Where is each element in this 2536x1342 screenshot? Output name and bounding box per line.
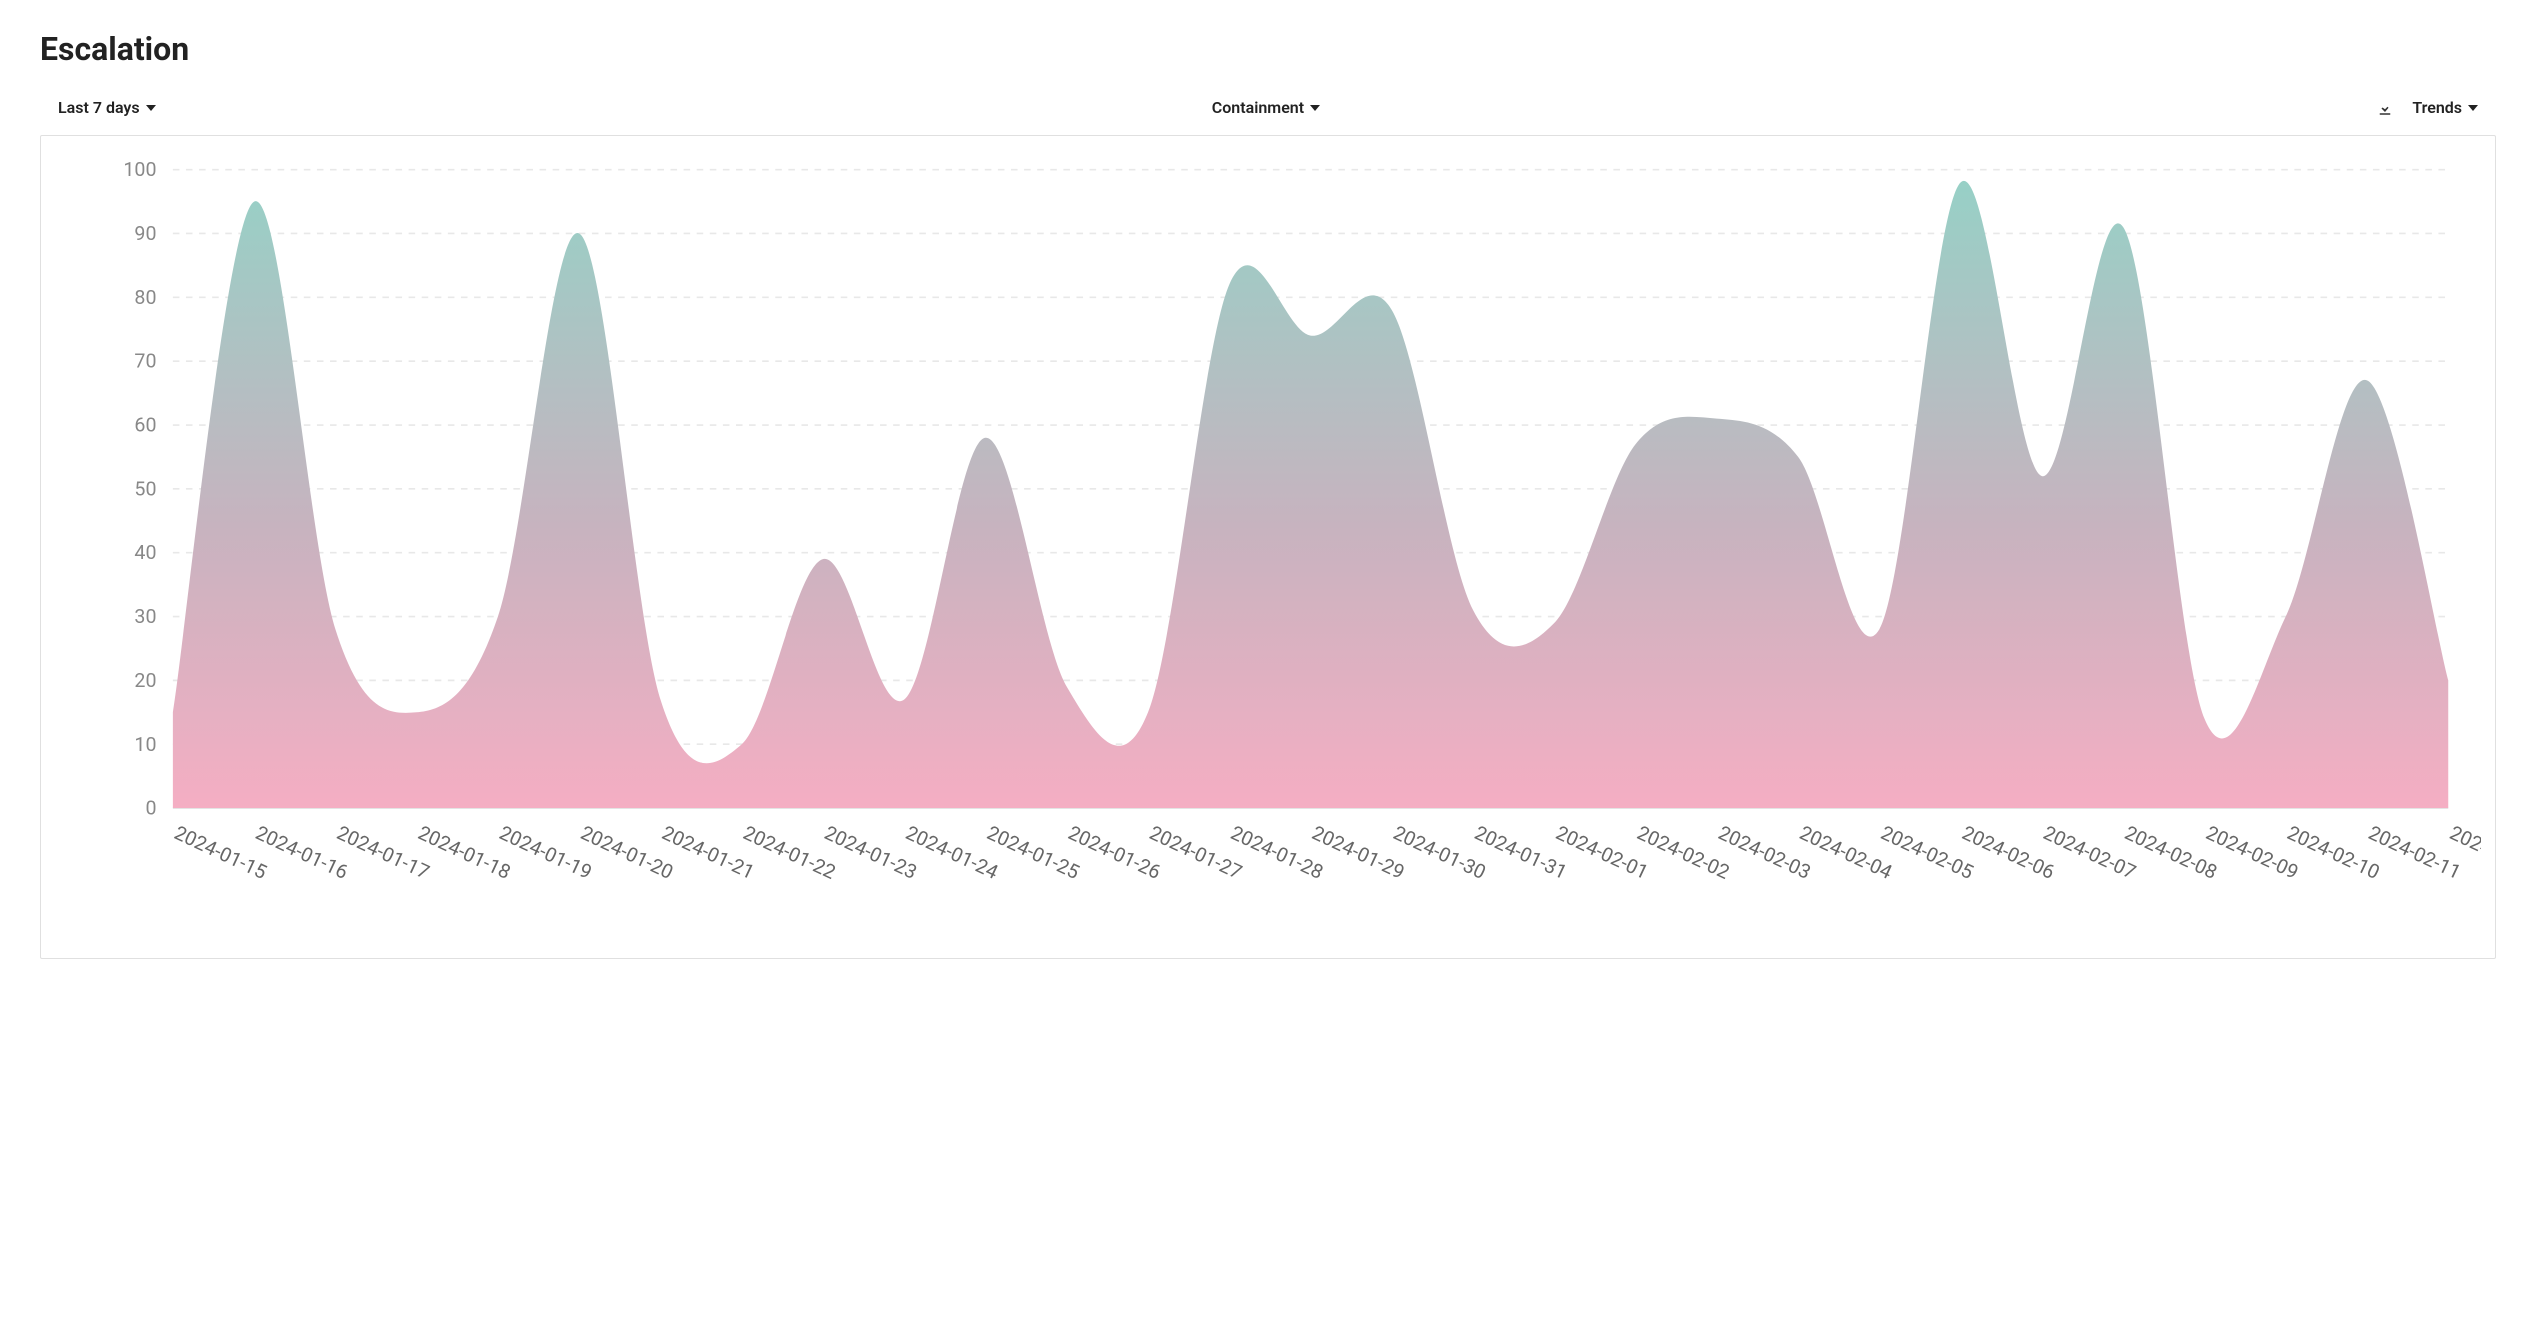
x-tick-label: 2024-01-25 xyxy=(983,821,1083,884)
x-tick-label: 2024-02-09 xyxy=(2202,821,2302,884)
metric-label: Containment xyxy=(1212,98,1304,117)
x-tick-label: 2024-01-29 xyxy=(1308,821,1408,884)
trends-label: Trends xyxy=(2412,98,2462,117)
y-tick-label: 10 xyxy=(134,733,156,756)
y-tick-label: 20 xyxy=(134,669,156,692)
x-tick-label: 2024-02-02 xyxy=(1634,821,1734,884)
y-tick-label: 50 xyxy=(134,477,156,500)
escalation-area-chart: 01020304050607080901002024-01-152024-01-… xyxy=(55,150,2481,952)
x-tick-label: 2024-01-31 xyxy=(1471,821,1571,884)
x-tick-label: 2024-01-26 xyxy=(1065,821,1165,884)
y-tick-label: 90 xyxy=(134,222,156,245)
y-tick-label: 40 xyxy=(134,541,156,564)
y-tick-label: 80 xyxy=(134,286,156,309)
chevron-down-icon xyxy=(1310,105,1320,111)
x-tick-label: 2024-02-07 xyxy=(2040,821,2140,884)
x-tick-label: 2024-02-04 xyxy=(1796,821,1896,884)
x-tick-label: 2024-01-20 xyxy=(577,821,677,884)
date-range-label: Last 7 days xyxy=(58,98,140,117)
trends-dropdown[interactable]: Trends xyxy=(2412,98,2478,117)
page-title: Escalation xyxy=(40,30,2496,68)
x-tick-label: 2024-02-10 xyxy=(2284,821,2384,884)
y-tick-label: 60 xyxy=(134,414,156,437)
metric-dropdown[interactable]: Containment xyxy=(1212,98,1320,117)
x-tick-label: 2024-01-17 xyxy=(333,821,433,884)
chart-panel: 01020304050607080901002024-01-152024-01-… xyxy=(40,135,2496,959)
y-tick-label: 70 xyxy=(134,350,156,373)
x-tick-label: 2024-01-23 xyxy=(821,821,921,884)
x-tick-label: 2024-02-05 xyxy=(1877,821,1977,884)
x-tick-label: 2024-02-08 xyxy=(2121,821,2221,884)
x-tick-label: 2024-01-19 xyxy=(496,821,596,884)
area-series xyxy=(173,181,2448,808)
x-tick-label: 2024-01-28 xyxy=(1227,821,1327,884)
x-tick-label: 2024-01-30 xyxy=(1390,821,1490,884)
x-tick-label: 2024-01-18 xyxy=(415,821,515,884)
x-tick-label: 2024-01-15 xyxy=(171,821,271,884)
x-tick-label: 2024-01-27 xyxy=(1146,821,1246,884)
x-tick-label: 2024-02-06 xyxy=(1959,821,2059,884)
x-tick-label: 2024-02-03 xyxy=(1715,821,1815,884)
x-tick-label: 2024-02-11 xyxy=(2365,821,2465,884)
y-tick-label: 100 xyxy=(123,158,156,181)
x-tick-label: 2024-01-21 xyxy=(658,821,758,884)
y-tick-label: 30 xyxy=(134,605,156,628)
y-tick-label: 0 xyxy=(145,797,156,820)
download-icon[interactable] xyxy=(2376,99,2394,117)
chevron-down-icon xyxy=(146,105,156,111)
x-tick-label: 2024-02-01 xyxy=(1552,821,1652,884)
chevron-down-icon xyxy=(2468,105,2478,111)
x-tick-label: 2024-01-24 xyxy=(902,821,1002,884)
date-range-dropdown[interactable]: Last 7 days xyxy=(58,98,156,117)
chart-toolbar: Last 7 days Containment Trends xyxy=(40,98,2496,135)
x-tick-label: 2024-01-22 xyxy=(740,821,840,884)
x-tick-label: 2024-01-16 xyxy=(252,821,352,884)
